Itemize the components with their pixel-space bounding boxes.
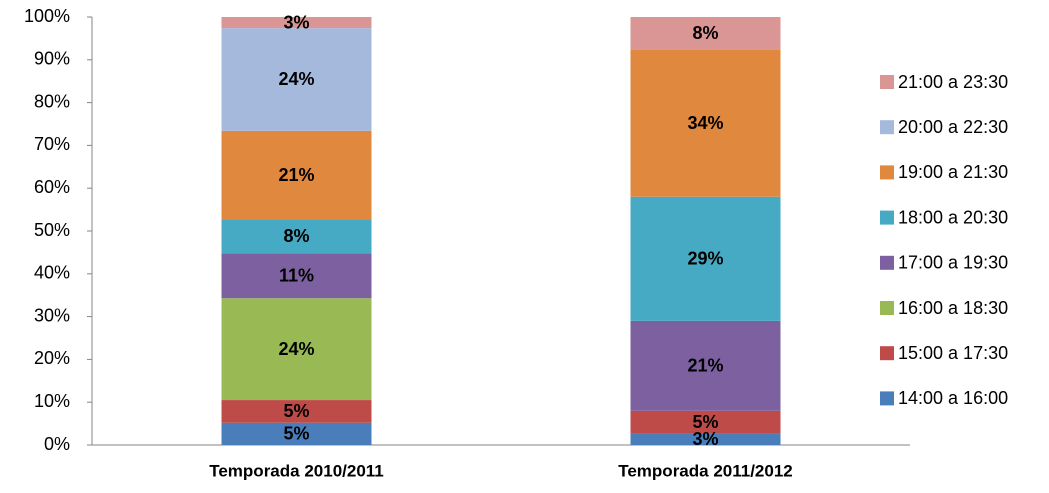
- legend-label: 19:00 a 21:30: [898, 162, 1008, 182]
- bar-segment: [221, 253, 372, 299]
- legend-label: 14:00 a 16:00: [898, 388, 1008, 408]
- legend-swatch: [880, 346, 894, 361]
- y-tick-label: 80%: [34, 91, 70, 111]
- legend-label: 15:00 a 17:30: [898, 343, 1008, 363]
- x-tick-label: Temporada 2011/2012: [618, 461, 793, 480]
- y-tick-label: 20%: [34, 348, 70, 368]
- legend-swatch: [880, 165, 894, 180]
- y-tick-label: 30%: [34, 305, 70, 325]
- data-label: 11%: [279, 265, 314, 285]
- legend-label: 16:00 a 18:30: [898, 298, 1008, 318]
- bar-segment: [221, 298, 372, 401]
- y-tick-label: 50%: [34, 220, 70, 240]
- legend-swatch: [880, 210, 894, 225]
- bar-segment: [630, 410, 781, 434]
- bar-segment: [630, 433, 781, 445]
- bar-segment: [221, 422, 372, 445]
- bar-segment: [221, 28, 372, 131]
- legend-swatch: [880, 391, 894, 406]
- bar-segment: [221, 400, 372, 423]
- data-label: 24%: [278, 339, 314, 359]
- legend-label: 20:00 a 22:30: [898, 117, 1008, 137]
- data-label: 8%: [283, 226, 309, 246]
- y-tick-label: 90%: [34, 49, 70, 69]
- y-tick-label: 100%: [24, 6, 70, 26]
- data-label: 3%: [283, 12, 309, 32]
- y-tick-label: 0%: [44, 434, 70, 454]
- data-label: 5%: [692, 412, 718, 432]
- data-label: 21%: [687, 356, 723, 376]
- legend-swatch: [880, 255, 894, 270]
- data-label: 24%: [278, 69, 314, 89]
- legend-label: 17:00 a 19:30: [898, 253, 1008, 273]
- bar-segment: [221, 130, 372, 220]
- bar-segment: [630, 320, 781, 411]
- data-label: 29%: [687, 249, 723, 269]
- y-tick-label: 70%: [34, 134, 70, 154]
- data-label: 21%: [278, 165, 314, 185]
- data-label: 5%: [283, 424, 309, 444]
- bar-segment: [630, 196, 781, 321]
- legend-swatch: [880, 120, 894, 135]
- bar-segment: [630, 49, 781, 197]
- bar-segment: [630, 17, 781, 50]
- data-label: 8%: [692, 23, 718, 43]
- y-tick-label: 40%: [34, 263, 70, 283]
- data-label: 34%: [687, 113, 723, 133]
- legend-label: 18:00 a 20:30: [898, 207, 1008, 227]
- bar-segment: [221, 219, 372, 254]
- x-tick-label: Temporada 2010/2011: [209, 461, 384, 480]
- legend-swatch: [880, 301, 894, 315]
- y-tick-label: 10%: [34, 391, 70, 411]
- legend-swatch: [880, 75, 894, 89]
- legend-label: 21:00 a 23:30: [898, 72, 1008, 92]
- bar-segment: [221, 17, 372, 29]
- data-label: 3%: [692, 429, 718, 449]
- y-tick-label: 60%: [34, 177, 70, 197]
- data-label: 5%: [283, 401, 309, 421]
